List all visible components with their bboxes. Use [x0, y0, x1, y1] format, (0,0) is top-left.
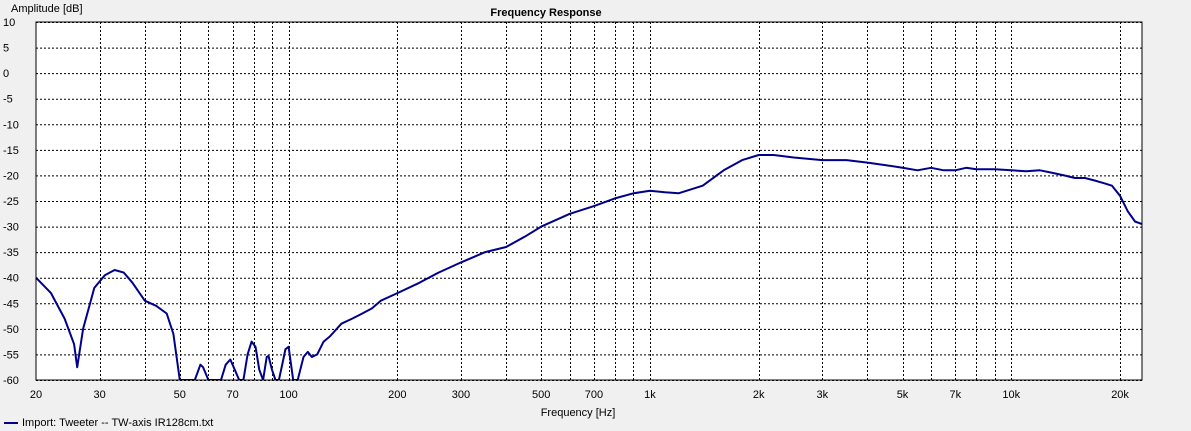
- chart-title: Frequency Response: [490, 7, 601, 19]
- x-tick-label: 1k: [644, 389, 656, 401]
- series-line: [36, 154, 1142, 380]
- x-tick-label: 5k: [897, 389, 909, 401]
- y-tick-label: -15: [3, 145, 19, 157]
- y-tick-labels: 10 5 0 -5 -10 -15 -20 -25 -30 -35 -40 -45 -50 -55 -60: [3, 17, 19, 387]
- x-tick-label: 30: [94, 389, 106, 401]
- legend: Import: Tweeter -- TW-axis IR128cm.txt: [4, 416, 213, 430]
- x-tick-label: 10k: [1002, 389, 1020, 401]
- x-tick-label: 500: [532, 389, 550, 401]
- y-tick-label: -45: [3, 298, 19, 310]
- y-tick-label: -10: [3, 119, 19, 131]
- x-tick-label: 50: [174, 389, 186, 401]
- x-tick-label: 700: [585, 389, 603, 401]
- y-tick-label: -50: [3, 324, 19, 336]
- legend-line-swatch: [4, 422, 18, 424]
- y-axis-label: Amplitude [dB]: [11, 3, 83, 15]
- y-tick-label: -60: [3, 375, 19, 387]
- x-axis-label: Frequency [Hz]: [541, 407, 616, 419]
- y-tick-label: 0: [3, 68, 9, 80]
- y-tick-label: -25: [3, 196, 19, 208]
- y-tick-label: 10: [3, 17, 15, 29]
- y-tick-label: -55: [3, 349, 19, 361]
- y-tick-label: -5: [3, 94, 13, 106]
- y-tick-label: -35: [3, 247, 19, 259]
- x-tick-label: 100: [279, 389, 297, 401]
- y-tick-label: 5: [3, 43, 9, 55]
- x-tick-labels: 20 30 50 70 100 200 300 500 700 1k 2k 3k 5k 7k 10k 20k: [30, 389, 1130, 401]
- x-tick-label: 300: [452, 389, 470, 401]
- plot-frame: [35, 21, 1143, 381]
- y-tick-label: -20: [3, 170, 19, 182]
- x-tick-label: 200: [388, 389, 406, 401]
- y-tick-label: -30: [3, 222, 19, 234]
- y-tick-label: -40: [3, 273, 19, 285]
- x-tick-label: 2k: [753, 389, 765, 401]
- x-tick-label: 20: [30, 389, 42, 401]
- x-tick-label: 70: [226, 389, 238, 401]
- x-tick-label: 7k: [950, 389, 962, 401]
- legend-series-label: Import: Tweeter -- TW-axis IR128cm.txt: [22, 417, 214, 429]
- x-tick-label: 3k: [817, 389, 829, 401]
- x-tick-label: 20k: [1111, 389, 1129, 401]
- series-group: [36, 154, 1142, 380]
